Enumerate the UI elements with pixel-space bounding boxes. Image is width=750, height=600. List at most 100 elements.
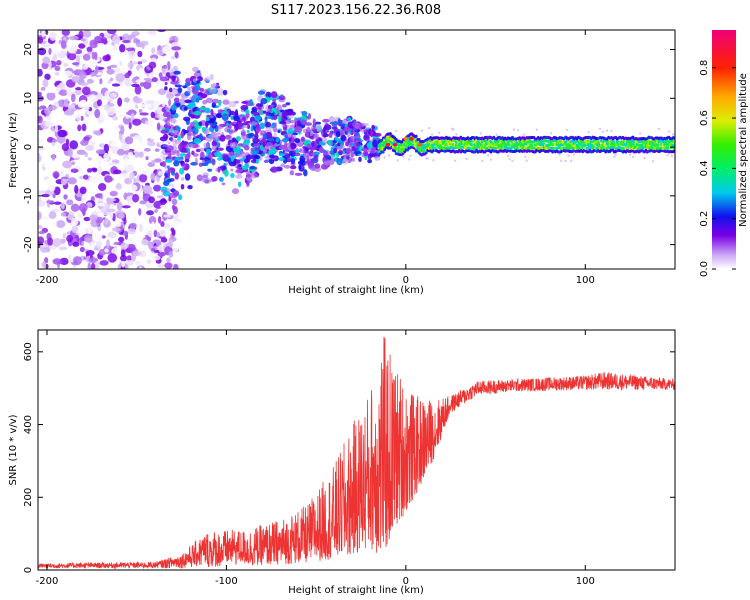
spectrogram-cell: [363, 150, 369, 157]
spectrogram-cell: [119, 254, 128, 262]
spectrogram-cell: [351, 157, 356, 162]
spectrogram-cell: [162, 156, 166, 161]
spectrogram-cell: [171, 171, 175, 176]
spectrogram-cell: [82, 30, 92, 38]
spectrogram-cell: [222, 154, 228, 160]
spectrogram-cell: [178, 143, 182, 151]
spectrogram-cell: [56, 85, 61, 93]
spectrogram-cell: [418, 142, 423, 147]
spectrogram-cell: [80, 241, 85, 247]
spectrogram-cell: [95, 208, 102, 213]
spectrogram-cell: [367, 159, 373, 164]
spectrogram-cell: [85, 145, 95, 151]
snr-x-ticks: -200 -100 0 100: [36, 330, 595, 587]
spectrogram-cell: [132, 233, 137, 242]
spectrogram-cell: [237, 122, 243, 129]
spectrogram-cell: [63, 194, 68, 200]
spectrogram-cell: [201, 126, 207, 133]
spectrogram-cell: [234, 123, 239, 132]
spectrogram-cell: [154, 208, 159, 214]
spectrogram-cell: [187, 88, 193, 94]
spectrogram-cell: [109, 64, 118, 68]
spectrogram-cell: [254, 155, 261, 160]
spectrogram-cell: [54, 65, 61, 72]
spectrogram-cell: [75, 87, 83, 91]
spectrogram-cell: [145, 156, 149, 161]
spectrogram-cell: [245, 181, 250, 188]
spectrogram-cell: [211, 102, 217, 108]
spectrogram-cell: [239, 151, 245, 155]
spectrogram-cell: [570, 159, 573, 163]
spectrogram-cell: [171, 130, 179, 134]
spectrogram-cell: [38, 115, 43, 124]
spectrogram-cell: [208, 151, 214, 160]
spectrogram-cell: [115, 72, 126, 83]
spectrogram-cell: [227, 128, 231, 133]
spectrogram-cell: [409, 136, 414, 141]
spectrogram-cell: [165, 72, 171, 77]
spectrogram-cell: [156, 122, 161, 131]
spectrogram-cell: [285, 111, 293, 116]
spectrogram-cell: [452, 128, 455, 131]
spectrogram-cell: [325, 129, 330, 133]
spectrogram-cell: [78, 203, 88, 213]
spectrogram-cell: [666, 153, 669, 157]
spectrogram-cell: [158, 140, 168, 146]
spectrogram-cell: [67, 52, 77, 61]
spectrogram-cell: [305, 156, 311, 160]
spectrogram-cell: [143, 147, 151, 152]
spectrogram-cell: [142, 185, 153, 194]
spectrogram-cell: [90, 242, 96, 249]
spectrogram-cell: [82, 106, 90, 110]
spectrogram-cell: [294, 138, 301, 144]
spectrogram-cell: [63, 62, 69, 67]
spectrogram-cell: [184, 82, 191, 87]
spectrogram-cell: [161, 160, 167, 168]
snr-xtick-label: -100: [215, 576, 238, 587]
spectrogram-cell: [171, 75, 176, 82]
spectrogram-cell: [168, 99, 172, 107]
spectrogram-cell: [254, 147, 259, 151]
spectrogram-cell: [265, 125, 272, 133]
spectrogram-cell: [250, 125, 254, 132]
spectrogram-cell: [79, 246, 85, 253]
spectrogram-cell: [145, 33, 151, 38]
spectrogram-cell: [123, 97, 131, 103]
spectrogram-cell: [138, 137, 143, 143]
spectrogram-cell: [201, 151, 205, 159]
spectrogram-cell: [83, 234, 93, 243]
spectrogram-cell: [211, 140, 218, 147]
spectrogram-cell: [63, 224, 70, 230]
spectrogram-cell: [46, 91, 56, 101]
spectrogram-cell: [209, 73, 214, 81]
spectrogram-cell: [107, 66, 112, 70]
spectrogram-cell: [279, 120, 287, 125]
spectrogram-cell: [241, 101, 248, 104]
spectrogram-cell: [212, 137, 216, 142]
spectrogram-cell: [139, 200, 147, 205]
spectrogram-cell: [211, 175, 218, 182]
spectrogram-cell: [170, 118, 177, 124]
spectrogram-cell: [198, 121, 203, 127]
snr-frame: [37, 329, 676, 571]
spectrogram-cell: [103, 104, 110, 111]
spectrogram-xlabel: Height of straight line (km): [288, 285, 424, 296]
spectrogram-xtick-label: 0: [403, 275, 409, 286]
colorbar-label: Normalized spectral amplitude: [738, 73, 749, 227]
spectrogram-cell: [101, 112, 105, 122]
spectrogram-cell: [322, 133, 329, 138]
spectrogram-cell: [145, 132, 151, 138]
spectrogram-cell: [57, 129, 67, 138]
spectrogram-cell: [301, 110, 308, 117]
spectrogram-cell: [486, 154, 490, 157]
spectrogram-cell: [114, 66, 121, 73]
spectrogram-cell: [128, 34, 136, 39]
spectrogram-cell: [172, 190, 180, 197]
spectrogram-cell: [44, 97, 48, 105]
spectrogram-cell: [345, 141, 349, 147]
spectrogram-cell: [290, 158, 296, 165]
spectrogram-cell: [205, 97, 214, 104]
spectrogram-cell: [233, 115, 241, 121]
spectrogram-cell: [275, 136, 280, 143]
